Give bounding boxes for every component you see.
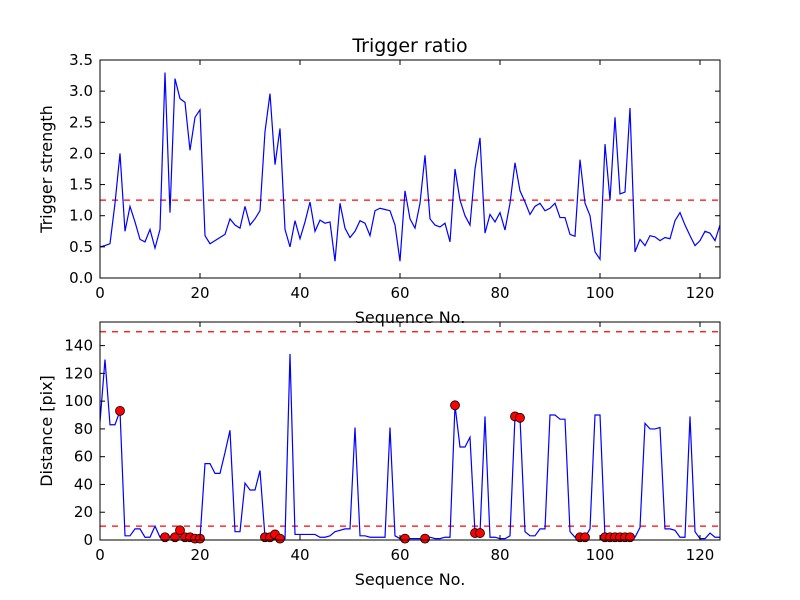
top-x-tick-label: 100 bbox=[586, 284, 615, 302]
bottom-scatter-point bbox=[160, 532, 170, 543]
bottom-scatter-series bbox=[115, 400, 635, 544]
bottom-x-tick-label: 60 bbox=[390, 546, 409, 564]
top-plot-frame bbox=[99, 59, 721, 279]
trigger-ratio-panel: 0 20 40 60 80 100 120 0.0 0.5 1.0 1.5 2.0 2.5 3.0 3.5 S… bbox=[37, 35, 721, 327]
bottom-y-tick-label: 60 bbox=[74, 448, 93, 466]
top-x-tick-label: 20 bbox=[190, 284, 209, 302]
bottom-y-tick-label: 40 bbox=[74, 475, 93, 493]
top-y-tick-label: 2.5 bbox=[69, 113, 93, 131]
bottom-scatter-point bbox=[475, 528, 485, 538]
bottom-scatter-point bbox=[450, 400, 460, 411]
bottom-x-tick-label: 40 bbox=[290, 546, 309, 564]
bottom-x-axis-label: Sequence No. bbox=[355, 570, 466, 589]
bottom-y-tick-label: 100 bbox=[64, 392, 93, 410]
top-x-tick-label: 40 bbox=[290, 284, 309, 302]
bottom-x-tick-label: 20 bbox=[190, 546, 209, 564]
chart-title: Trigger ratio bbox=[351, 35, 467, 57]
bottom-scatter-point bbox=[115, 405, 125, 416]
bottom-scatter-point bbox=[580, 532, 590, 543]
top-y-tick-label: 2.0 bbox=[69, 144, 93, 162]
top-y-tick-label: 1.5 bbox=[69, 176, 93, 194]
top-x-axis-label: Sequence No. bbox=[355, 308, 466, 327]
bottom-y-axis-label: Distance [pix] bbox=[37, 375, 56, 487]
top-series-line bbox=[100, 72, 720, 262]
top-y-tick-label: 1.0 bbox=[69, 207, 93, 225]
bottom-scatter-point bbox=[420, 533, 430, 544]
bottom-x-tick-label: 100 bbox=[586, 546, 615, 564]
bottom-scatter-point bbox=[275, 533, 285, 544]
bottom-x-tick-label: 80 bbox=[490, 546, 509, 564]
top-y-axis-label: Trigger strength bbox=[37, 105, 56, 234]
distance-panel: 0 20 40 60 80 100 120 0 20 40 60 80 100 120 140 Sequenc… bbox=[37, 321, 721, 589]
bottom-y-tick-label: 140 bbox=[64, 337, 93, 355]
top-y-tick-label: 3.5 bbox=[69, 51, 93, 69]
bottom-scatter-point bbox=[625, 532, 635, 543]
top-y-tick-label: 0.0 bbox=[69, 269, 93, 287]
bottom-scatter-point bbox=[515, 412, 525, 423]
top-x-tick-label: 60 bbox=[390, 284, 409, 302]
bottom-scatter-point bbox=[170, 532, 180, 543]
top-y-tick-label: 3.0 bbox=[69, 82, 93, 100]
bottom-series-line bbox=[100, 353, 720, 540]
bottom-y-tick-label: 20 bbox=[74, 503, 93, 521]
top-y-tick-label: 0.5 bbox=[69, 238, 93, 256]
bottom-x-tick-label: 120 bbox=[686, 546, 715, 564]
bottom-plot-frame bbox=[99, 321, 721, 541]
top-x-tick-label: 0 bbox=[95, 284, 105, 302]
bottom-scatter-point bbox=[175, 525, 185, 536]
bottom-x-tick-label: 0 bbox=[95, 546, 105, 564]
bottom-scatter-point bbox=[400, 533, 410, 544]
bottom-y-tick-label: 80 bbox=[74, 420, 93, 438]
bottom-y-tick-label: 0 bbox=[83, 531, 93, 549]
top-x-tick-label: 120 bbox=[686, 284, 715, 302]
bottom-y-tick-label: 120 bbox=[64, 364, 93, 382]
top-x-tick-label: 80 bbox=[490, 284, 509, 302]
